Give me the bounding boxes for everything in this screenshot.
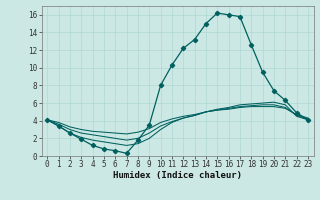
X-axis label: Humidex (Indice chaleur): Humidex (Indice chaleur) [113, 171, 242, 180]
